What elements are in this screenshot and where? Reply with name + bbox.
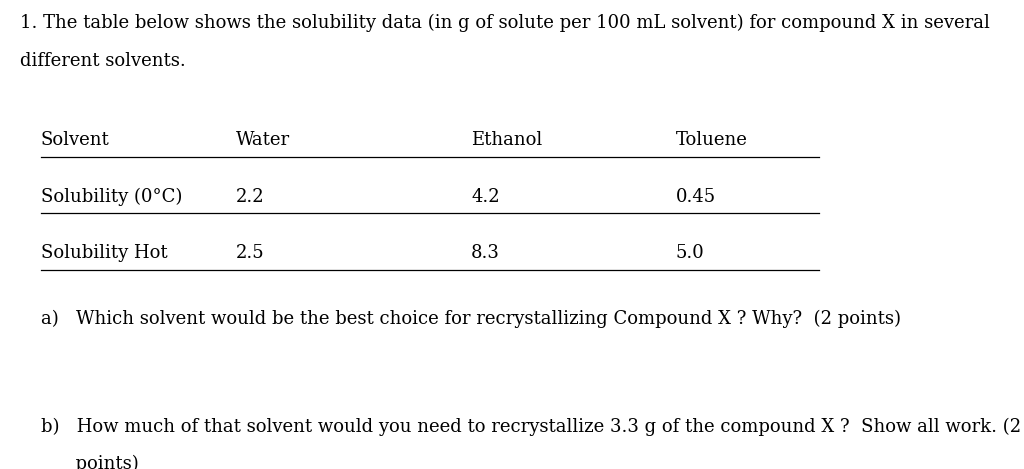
Text: Ethanol: Ethanol	[471, 131, 543, 149]
Text: 2.2: 2.2	[236, 188, 264, 205]
Text: 5.0: 5.0	[676, 244, 705, 262]
Text: Water: Water	[236, 131, 290, 149]
Text: 2.5: 2.5	[236, 244, 264, 262]
Text: a)   Which solvent would be the best choice for recrystallizing Compound X ? Why: a) Which solvent would be the best choic…	[41, 310, 901, 328]
Text: 8.3: 8.3	[471, 244, 500, 262]
Text: Solubility (0°C): Solubility (0°C)	[41, 188, 182, 206]
Text: b)   How much of that solvent would you need to recrystallize 3.3 g of the compo: b) How much of that solvent would you ne…	[41, 417, 1021, 436]
Text: 0.45: 0.45	[676, 188, 716, 205]
Text: Solubility Hot: Solubility Hot	[41, 244, 168, 262]
Text: 1. The table below shows the solubility data (in g of solute per 100 mL solvent): 1. The table below shows the solubility …	[20, 14, 990, 32]
Text: 4.2: 4.2	[471, 188, 500, 205]
Text: points): points)	[41, 455, 138, 469]
Text: Toluene: Toluene	[676, 131, 748, 149]
Text: different solvents.: different solvents.	[20, 52, 186, 69]
Text: Solvent: Solvent	[41, 131, 110, 149]
